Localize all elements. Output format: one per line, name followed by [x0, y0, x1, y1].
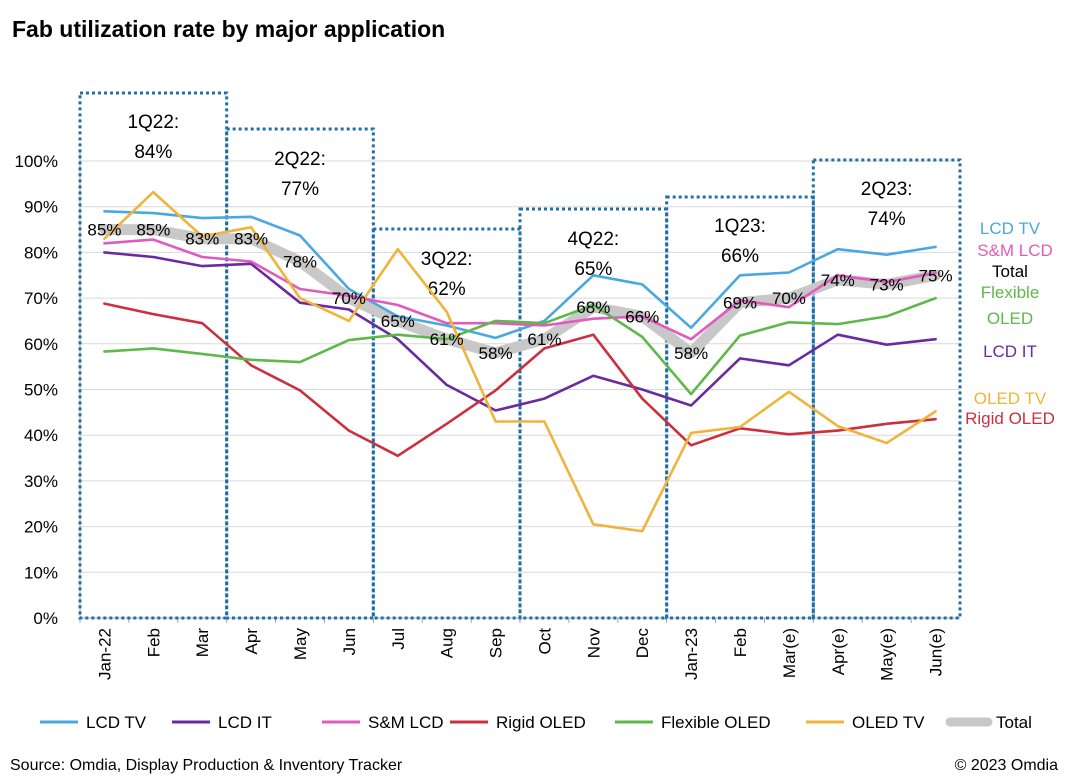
x-tick-label: Dec [633, 628, 652, 659]
y-tick-label: 50% [24, 381, 58, 400]
quarter-value: 62% [428, 279, 466, 300]
total-data-label: 68% [576, 298, 610, 317]
total-data-label: 70% [772, 289, 806, 308]
x-tick-label: Nov [584, 628, 603, 659]
quarter-label: 2Q22: [274, 149, 326, 170]
legend-label: LCD IT [218, 713, 272, 732]
x-axis: Jan-22 Feb Mar Apr May Jun Jul Aug Sep Oct Nov Dec J… [79, 617, 960, 681]
series-line-oled-tv [103, 190, 937, 533]
series-line-s-m-lcd [103, 238, 937, 341]
x-tick-label: May(e) [878, 628, 897, 681]
x-tick-label: Apr(e) [829, 628, 848, 675]
x-tick-label: Jan-23 [682, 628, 701, 680]
total-data-label: 58% [674, 344, 708, 363]
total-data-labels: 85% 85% 83% 83% 78% 70% 65% 61% 58% 61% 68% 66% 58% 6… [87, 221, 952, 363]
y-tick-label: 60% [24, 335, 58, 354]
total-data-label: 69% [723, 294, 757, 313]
total-data-label: 65% [381, 312, 415, 331]
y-tick-label: 40% [24, 426, 58, 445]
quarter-label: 4Q22: [567, 229, 619, 250]
total-data-label: 61% [527, 330, 561, 349]
legend-label: Total [996, 713, 1032, 732]
quarter-box [665, 195, 815, 620]
y-axis: 0% 10% 20% 30% 40% 50% 60% 70% 80% 90% 100% [15, 151, 81, 628]
x-tick-label: Sep [487, 628, 506, 658]
y-tick-label: 20% [24, 518, 58, 537]
end-label: LCD IT [983, 342, 1037, 361]
end-label: LCD TV [980, 219, 1041, 238]
x-tick-label: Apr [242, 628, 261, 655]
total-data-label: 78% [283, 253, 317, 272]
total-data-label: 74% [821, 271, 855, 290]
legend-label: Rigid OLED [496, 713, 586, 732]
x-tick-label: Feb [144, 628, 163, 657]
x-tick-label: Mar(e) [780, 628, 799, 678]
quarter-label: 2Q23: [861, 179, 913, 200]
y-tick-label: 30% [24, 472, 58, 491]
end-label: OLED TV [974, 389, 1047, 408]
legend: LCD TV LCD IT S&M LCD Rigid OLED Flexible OL… [40, 713, 1032, 732]
quarter-box [518, 207, 669, 620]
series-end-labels: LCD TV S&M LCD Total Flexible OLED LCD IT OLED… [965, 219, 1055, 428]
end-label: Rigid OLED [965, 409, 1055, 428]
quarter-label: 1Q23: [714, 216, 766, 237]
legend-label: OLED TV [852, 713, 925, 732]
total-data-label: 85% [136, 221, 170, 240]
series-line-lcd-tv [103, 210, 937, 340]
quarter-label: 1Q22: [127, 112, 179, 133]
series-lines [98, 190, 942, 533]
x-tick-label: Jun [340, 628, 359, 655]
y-tick-label: 90% [24, 198, 58, 217]
end-label: S&M LCD [977, 241, 1053, 260]
total-data-label: 75% [919, 266, 953, 285]
legend-label: S&M LCD [368, 713, 444, 732]
quarter-value: 77% [281, 179, 319, 200]
x-tick-label: Feb [731, 628, 750, 657]
quarter-label: 3Q22: [421, 249, 473, 270]
y-tick-label: 0% [33, 609, 58, 628]
source-note: Source: Omdia, Display Production & Inve… [10, 757, 403, 774]
x-tick-label: Jan-22 [95, 628, 114, 680]
quarter-box [811, 158, 962, 620]
end-label: Total [992, 262, 1028, 281]
quarter-boxes: 1Q22: 84% 2Q22: 77% 3Q22: 62% 4Q22: 65% 1Q23: 66%… [78, 91, 962, 620]
x-tick-label: Mar [193, 628, 212, 658]
quarter-value: 74% [868, 209, 906, 230]
x-tick-label: Jun(e) [927, 628, 946, 676]
x-tick-label: Oct [535, 628, 554, 655]
total-data-label: 66% [625, 307, 659, 326]
copyright-note: © 2023 Omdia [954, 757, 1058, 774]
total-data-label: 73% [870, 275, 904, 294]
quarter-box [371, 227, 522, 620]
quarter-value: 84% [134, 142, 172, 163]
quarter-value: 66% [721, 246, 759, 267]
series-line-lcd-it [103, 251, 937, 412]
total-data-label: 83% [234, 230, 268, 249]
quarter-box [225, 127, 375, 620]
x-tick-label: Aug [438, 628, 457, 658]
total-data-label: 70% [332, 289, 366, 308]
series-line-total [98, 224, 942, 359]
series-line-flexible-oled [103, 296, 937, 396]
total-data-label: 85% [87, 221, 121, 240]
quarter-value: 65% [574, 259, 612, 280]
total-data-label: 83% [185, 230, 219, 249]
y-tick-label: 80% [24, 243, 58, 262]
total-data-label: 61% [430, 330, 464, 349]
x-tick-label: May [291, 628, 310, 661]
legend-label: LCD TV [86, 713, 147, 732]
y-tick-label: 70% [24, 289, 58, 308]
x-tick-label: Jul [389, 628, 408, 650]
y-tick-label: 10% [24, 563, 58, 582]
chart-title: Fab utilization rate by major applicatio… [12, 16, 446, 42]
y-tick-label: 100% [15, 152, 58, 171]
total-data-label: 58% [479, 344, 513, 363]
legend-label: Flexible OLED [661, 713, 771, 732]
end-label: Flexible OLED [981, 283, 1040, 328]
